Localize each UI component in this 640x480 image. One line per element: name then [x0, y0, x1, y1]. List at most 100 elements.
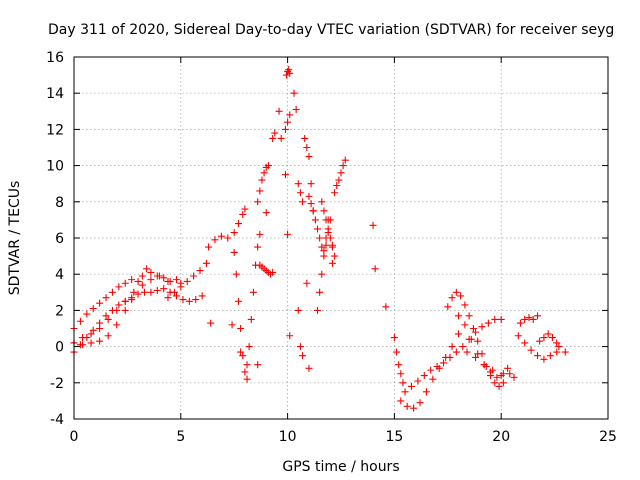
data-point-marker	[495, 382, 503, 390]
data-point-marker	[465, 312, 473, 320]
data-point-marker	[305, 153, 313, 161]
data-point-marker	[299, 198, 307, 206]
data-point-marker	[79, 334, 87, 342]
data-point-marker	[454, 330, 462, 338]
series-arc-q	[314, 216, 332, 314]
data-point-marker	[239, 210, 247, 218]
series-arc-h	[243, 230, 264, 369]
data-point-marker	[173, 292, 181, 300]
data-point-marker	[160, 285, 168, 293]
data-point-marker	[296, 189, 304, 197]
data-point-marker	[258, 176, 266, 184]
data-point-marker	[335, 176, 343, 184]
data-point-marker	[472, 328, 480, 336]
data-point-marker	[102, 294, 110, 302]
data-point-marker	[284, 118, 292, 126]
data-point-marker	[232, 270, 240, 278]
data-point-marker	[128, 276, 136, 284]
data-point-marker	[241, 205, 249, 213]
series-arc-z	[514, 332, 561, 363]
series-arc-e	[164, 259, 210, 302]
y-tick-labels: -4 -2 0 2 4 6 8 10 12 14 16	[46, 50, 64, 428]
series-arc-t	[390, 334, 407, 387]
data-point-marker	[102, 312, 110, 320]
data-point-marker	[301, 134, 309, 142]
data-point-marker	[397, 397, 405, 405]
data-point-marker	[521, 339, 529, 347]
data-point-marker	[254, 198, 262, 206]
data-point-marker	[115, 301, 123, 309]
data-point-marker	[256, 187, 264, 195]
data-point-marker	[192, 296, 200, 304]
data-point-marker	[241, 368, 249, 376]
data-point-marker	[459, 343, 467, 351]
data-point-marker	[331, 252, 339, 260]
data-point-marker	[305, 364, 313, 372]
data-point-marker	[234, 297, 242, 305]
y-tick-label: -4	[50, 412, 64, 428]
data-point-marker	[285, 66, 293, 74]
data-point-marker	[427, 366, 435, 374]
data-point-marker	[143, 265, 151, 273]
data-point-marker	[89, 305, 97, 313]
data-point-marker	[493, 373, 501, 381]
data-point-marker	[318, 243, 326, 251]
data-point-marker	[448, 294, 456, 302]
data-point-marker	[337, 169, 345, 177]
data-point-marker	[249, 288, 257, 296]
data-point-marker	[239, 352, 247, 360]
x-tick-label: 20	[492, 429, 510, 445]
data-point-marker	[147, 276, 155, 284]
x-tick-label: 0	[70, 429, 79, 445]
data-point-marker	[491, 379, 499, 387]
data-point-marker	[467, 335, 475, 343]
data-point-marker	[322, 216, 330, 224]
data-point-marker	[472, 353, 480, 361]
data-point-marker	[286, 332, 294, 340]
data-point-marker	[237, 348, 245, 356]
data-point-marker	[393, 348, 401, 356]
data-point-marker	[134, 277, 142, 285]
data-point-marker	[546, 352, 554, 360]
data-point-marker	[179, 296, 187, 304]
y-tick-label: -2	[50, 376, 64, 392]
data-point-marker	[245, 343, 253, 351]
data-point-marker	[318, 198, 326, 206]
data-point-marker	[429, 375, 437, 383]
data-point-marker	[292, 105, 300, 113]
data-point-marker	[525, 314, 533, 322]
data-point-marker	[207, 319, 215, 327]
data-point-marker	[461, 321, 469, 329]
data-point-marker	[164, 294, 172, 302]
series-arc-w	[444, 288, 507, 390]
data-point-marker	[469, 325, 477, 332]
series-arc-f	[205, 205, 249, 251]
data-point-marker	[303, 144, 311, 151]
data-point-marker	[454, 312, 462, 320]
data-point-marker	[104, 332, 112, 340]
data-point-marker	[237, 325, 245, 332]
data-point-marker	[318, 270, 326, 278]
data-point-marker	[478, 323, 486, 331]
data-point-marker	[96, 299, 104, 307]
y-tick-label: 4	[55, 267, 64, 283]
series-arc-l	[281, 111, 294, 133]
data-point-marker	[202, 259, 210, 267]
data-point-marker	[96, 325, 104, 332]
data-point-marker	[328, 241, 336, 249]
data-point-marker	[121, 279, 129, 287]
data-point-marker	[555, 343, 563, 351]
series-arc-n	[294, 180, 307, 206]
data-point-marker	[333, 182, 341, 190]
x-tick-label: 15	[385, 429, 403, 445]
data-point-marker	[452, 288, 460, 296]
data-point-marker	[316, 234, 324, 242]
data-point-marker	[108, 288, 116, 296]
data-point-marker	[489, 366, 497, 374]
data-point-marker	[474, 337, 482, 345]
series-arc-r	[318, 198, 339, 260]
data-point-marker	[299, 352, 307, 360]
data-point-marker	[553, 339, 561, 347]
data-point-marker	[534, 312, 542, 320]
